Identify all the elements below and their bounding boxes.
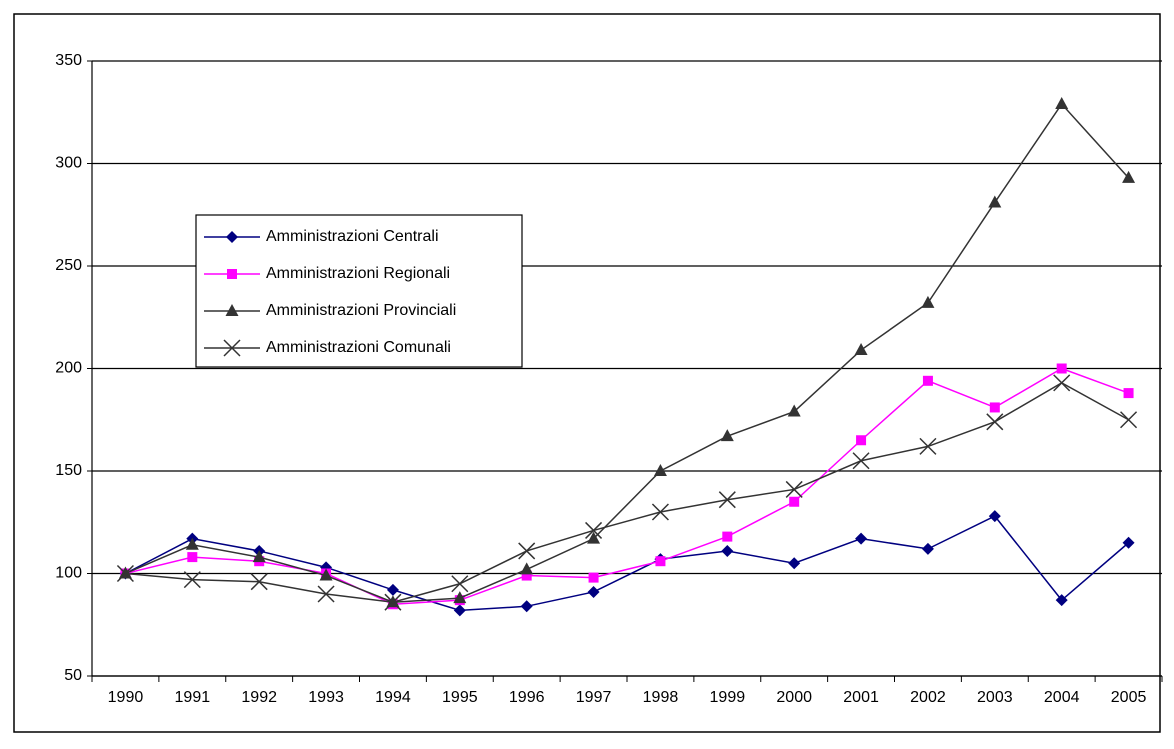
marker	[785, 480, 803, 498]
x-tick-label: 1997	[576, 689, 612, 706]
legend-label: Amministrazioni Provinciali	[266, 302, 456, 319]
x-tick-label: 1994	[375, 689, 411, 706]
marker	[384, 593, 402, 611]
marker	[921, 295, 935, 308]
x-tick-label: 1991	[175, 689, 211, 706]
y-tick-label: 150	[55, 462, 82, 479]
marker	[319, 568, 333, 581]
marker	[520, 562, 534, 575]
marker	[317, 585, 335, 603]
marker	[183, 571, 201, 589]
marker	[722, 531, 733, 542]
marker	[789, 496, 800, 507]
marker	[1055, 594, 1068, 607]
marker	[223, 339, 241, 357]
marker	[225, 304, 239, 316]
marker	[587, 585, 600, 598]
x-tick-label: 2005	[1111, 689, 1147, 706]
marker	[585, 521, 603, 539]
marker	[227, 269, 237, 279]
x-tick-label: 2001	[843, 689, 879, 706]
y-tick-label: 200	[55, 360, 82, 377]
y-tick-label: 350	[55, 52, 82, 69]
marker	[922, 375, 933, 386]
marker	[185, 537, 199, 550]
marker	[856, 435, 867, 446]
legend-label: Amministrazioni Comunali	[266, 339, 451, 356]
x-tick-label: 1993	[308, 689, 344, 706]
marker	[1122, 536, 1135, 549]
marker	[1123, 388, 1134, 399]
x-tick-label: 1998	[643, 689, 679, 706]
x-tick-label: 1995	[442, 689, 478, 706]
marker	[226, 231, 238, 243]
marker	[1053, 374, 1071, 392]
x-tick-label: 1992	[241, 689, 277, 706]
x-tick-label: 2002	[910, 689, 946, 706]
marker	[1122, 170, 1136, 183]
marker	[521, 570, 532, 581]
series-line	[125, 381, 1129, 603]
marker	[116, 564, 134, 583]
marker	[788, 557, 801, 570]
marker	[854, 343, 868, 356]
legend-label: Amministrazioni Centrali	[266, 228, 439, 245]
x-tick-label: 1999	[710, 689, 746, 706]
y-tick-label: 100	[55, 565, 82, 582]
y-tick-label: 300	[55, 155, 82, 172]
marker	[718, 491, 736, 509]
marker	[988, 510, 1001, 523]
marker	[855, 532, 868, 545]
marker	[721, 544, 734, 557]
marker	[453, 604, 466, 617]
x-tick-label: 1990	[108, 689, 144, 706]
marker	[187, 552, 198, 563]
series-line	[125, 102, 1130, 603]
y-tick-label: 50	[64, 667, 82, 684]
marker	[852, 452, 870, 470]
x-tick-label: 2003	[977, 689, 1013, 706]
marker	[1055, 97, 1069, 110]
legend-box	[195, 214, 523, 368]
marker	[1056, 363, 1067, 374]
marker	[651, 503, 669, 521]
marker	[588, 572, 599, 583]
series-line	[125, 515, 1130, 612]
marker	[720, 429, 734, 442]
marker	[453, 591, 467, 604]
marker	[1120, 411, 1138, 429]
x-tick-label: 2000	[776, 689, 812, 706]
marker	[986, 413, 1004, 431]
x-tick-label: 1996	[509, 689, 545, 706]
marker	[451, 575, 469, 593]
marker	[988, 195, 1002, 208]
marker	[518, 542, 536, 560]
marker	[921, 542, 934, 555]
marker	[252, 550, 266, 563]
marker	[787, 404, 801, 417]
marker	[520, 600, 533, 613]
x-tick-label: 2004	[1044, 689, 1080, 706]
marker	[386, 583, 399, 596]
marker	[655, 556, 666, 567]
marker	[587, 531, 601, 544]
marker	[919, 437, 937, 455]
marker	[653, 464, 667, 476]
marker	[250, 573, 268, 591]
chart-border	[13, 13, 1161, 733]
legend-label: Amministrazioni Regionali	[266, 265, 450, 282]
y-tick-label: 250	[55, 257, 82, 274]
marker	[989, 402, 1000, 413]
series-line	[125, 367, 1129, 606]
